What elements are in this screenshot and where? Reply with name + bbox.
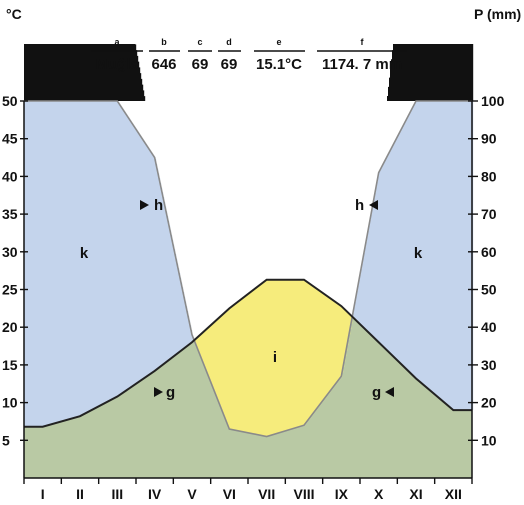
left-tick-label: 20: [2, 319, 18, 335]
annotations: k k i h h g g: [80, 197, 423, 401]
month-label: VIII: [293, 486, 314, 502]
arrow-right-icon: [140, 200, 149, 210]
header-value-b: 646: [151, 56, 176, 73]
header-label-d: d: [226, 37, 232, 47]
left-tick-label: 35: [2, 206, 18, 222]
dry-season-label: i: [273, 349, 277, 366]
month-label: IV: [148, 486, 162, 502]
temp-marker-label: g: [166, 384, 175, 401]
humid-label-right: k: [414, 245, 423, 262]
plot-areas: [24, 44, 474, 478]
annual-precipitation: 1174. 7 mm: [322, 56, 402, 73]
left-axis: 5 10 15 20 25 30 35 40 45 50: [2, 93, 28, 478]
month-label: X: [374, 486, 384, 502]
left-tick-label: 10: [2, 395, 18, 411]
month-label: XII: [445, 486, 462, 502]
dry-period-area: [195, 279, 354, 437]
right-tick-label: 10: [481, 432, 497, 448]
month-label: XI: [409, 486, 422, 502]
right-tick-label: 30: [481, 357, 497, 373]
right-tick-label: 20: [481, 395, 497, 411]
arrow-left-icon: [369, 200, 378, 210]
temp-marker-left: g: [154, 384, 175, 401]
humid-period-area: [24, 101, 474, 427]
month-label: V: [187, 486, 197, 502]
right-tick-label: 40: [481, 319, 497, 335]
precip-marker-label: h: [355, 197, 364, 214]
left-tick-label: 30: [2, 244, 18, 260]
header-value-c: 69: [192, 56, 209, 73]
month-label: IX: [335, 486, 349, 502]
temperature-curve: [24, 278, 472, 428]
left-tick-label: 40: [2, 168, 18, 184]
precip-marker-left: h: [140, 197, 163, 214]
header-label-a: a: [114, 37, 120, 47]
right-tick-label: 80: [481, 168, 497, 184]
month-label: II: [76, 486, 84, 502]
precipitation-curve: [24, 100, 472, 438]
right-tick-label: 70: [481, 206, 497, 222]
humid-label-left: k: [80, 245, 89, 262]
arrow-left-icon: [385, 387, 394, 397]
arrow-right-icon: [154, 387, 163, 397]
right-tick-label: 50: [481, 282, 497, 298]
base-area: [24, 317, 472, 478]
left-tick-label: 50: [2, 93, 18, 109]
mean-temperature: 15.1°C: [256, 56, 302, 73]
right-tick-label: 90: [481, 131, 497, 147]
temp-marker-label: g: [372, 384, 381, 401]
header-value-d: 69: [221, 56, 238, 73]
header: °C P (mm) a b c d e f Muğla 646 69 69 15…: [6, 6, 521, 73]
temp-marker-right: g: [372, 384, 394, 401]
right-tick-label: 60: [481, 244, 497, 260]
header-label-c: c: [197, 37, 202, 47]
month-label: I: [41, 486, 45, 502]
excess-precipitation-area: [24, 44, 474, 101]
month-label: VI: [223, 486, 236, 502]
header-label-e: e: [276, 37, 281, 47]
right-tick-label: 100: [481, 93, 505, 109]
left-tick-label: 15: [2, 357, 18, 373]
header-label-b: b: [161, 37, 167, 47]
precip-marker-label: h: [154, 197, 163, 214]
right-unit-label: P (mm): [474, 6, 521, 22]
left-tick-label: 5: [2, 432, 10, 448]
header-label-f: f: [361, 37, 365, 47]
station-name: Muğla: [95, 56, 139, 73]
left-tick-label: 45: [2, 131, 18, 147]
month-label: III: [111, 486, 123, 502]
right-axis: 10 20 30 40 50 60 70 80 90 100: [468, 93, 505, 478]
precip-marker-right: h: [355, 197, 378, 214]
left-unit-label: °C: [6, 6, 22, 22]
month-axis: I II III IV V VI VII VIII IX X XI XII: [23, 477, 473, 502]
month-label: VII: [258, 486, 275, 502]
left-tick-label: 25: [2, 282, 18, 298]
